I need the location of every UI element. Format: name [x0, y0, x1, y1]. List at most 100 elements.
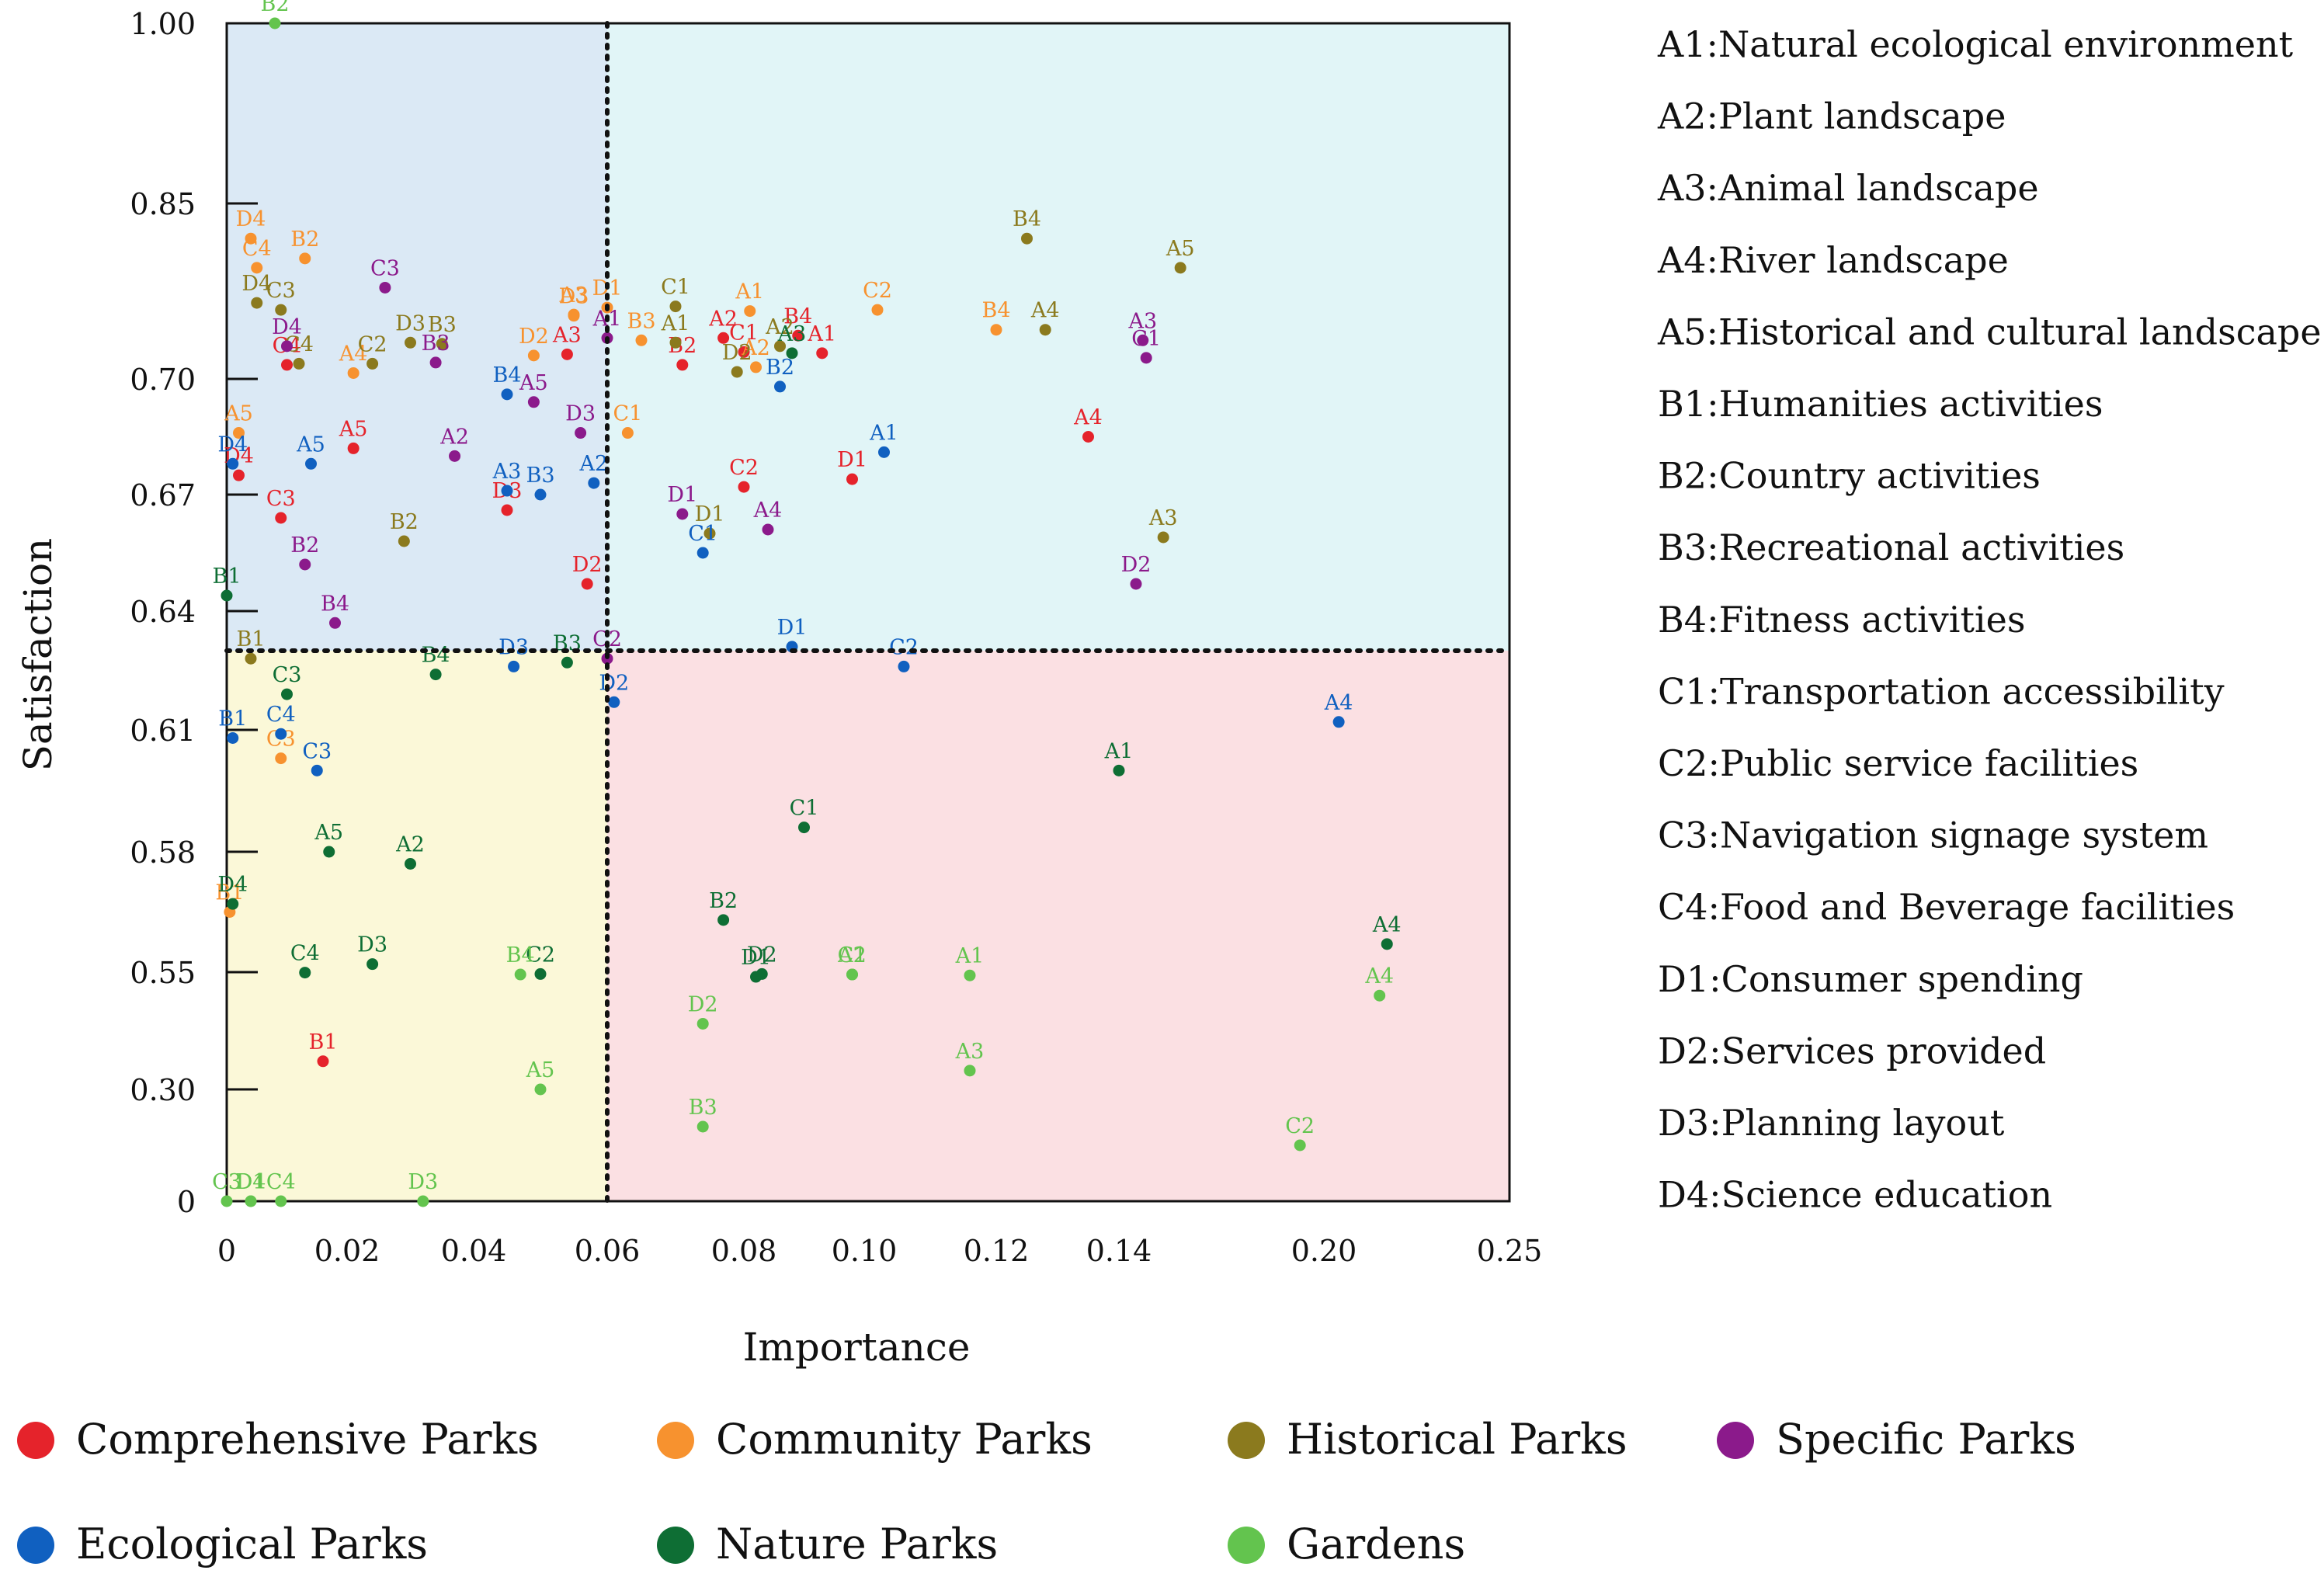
data-point — [1039, 324, 1051, 336]
data-point — [227, 457, 239, 470]
point-label: A4 — [753, 498, 783, 523]
x-tick-label: 0.08 — [711, 1234, 777, 1268]
point-label: B4 — [422, 644, 450, 668]
point-label: A3 — [1127, 309, 1157, 333]
point-label: A5 — [296, 432, 325, 457]
data-point — [792, 329, 804, 342]
data-point — [514, 968, 526, 981]
point-label: B2 — [766, 356, 794, 380]
data-point — [233, 427, 245, 439]
quadrant-backgrounds — [227, 23, 1509, 1201]
x-tick-label: 0.20 — [1291, 1234, 1357, 1268]
data-point — [293, 357, 305, 370]
point-label: A2 — [837, 943, 867, 967]
point-label: D4 — [217, 873, 248, 897]
code-legend-item: B3:Recreational activities — [1658, 526, 2124, 568]
code-legend-item: C4:Food and Beverage facilities — [1658, 886, 2235, 928]
code-legend-item: B2:Country activities — [1658, 455, 2041, 497]
point-label: D3 — [395, 311, 426, 335]
data-point — [534, 488, 547, 501]
point-label: C3 — [273, 663, 302, 687]
code-legend: A1:Natural ecological environment A2:Plan… — [1657, 23, 2322, 1216]
point-label: D4 — [272, 315, 302, 339]
code-legend-item: A4:River landscape — [1657, 239, 2009, 281]
data-point — [774, 380, 786, 393]
code-legend-item: A3:Animal landscape — [1657, 167, 2039, 209]
point-label: B4 — [783, 304, 812, 328]
point-label: D2 — [572, 553, 603, 577]
y-tick-label: 0.67 — [130, 478, 196, 512]
point-label: C4 — [266, 1170, 296, 1194]
point-label: D3 — [408, 1170, 438, 1194]
x-tick-label: 0 — [217, 1234, 236, 1268]
data-point — [669, 336, 682, 349]
point-label: C1 — [1131, 327, 1161, 351]
point-label: B4 — [1013, 207, 1041, 231]
data-point — [405, 858, 416, 870]
point-label: A2 — [741, 336, 770, 360]
point-label: A4 — [1324, 691, 1353, 715]
data-point — [534, 967, 547, 980]
code-legend-item: A5:Historical and cultural landscape — [1657, 311, 2322, 353]
axes: 0 0.30 0.55 0.58 0.61 0.64 0.67 0.70 0.85 1.00 0 0.… — [130, 7, 1542, 1268]
code-legend-item: A1:Natural ecological environment — [1657, 23, 2294, 65]
legend-swatch — [1228, 1527, 1265, 1564]
data-point — [608, 696, 620, 708]
legend-entry: Community Parks — [657, 1415, 1093, 1464]
point-label: C2 — [1285, 1114, 1315, 1138]
point-label: A1 — [955, 944, 985, 968]
point-label: A1 — [735, 280, 764, 304]
data-point — [561, 348, 573, 360]
data-point — [275, 752, 287, 765]
point-label: B4 — [506, 943, 535, 967]
legend-label: Comprehensive Parks — [76, 1415, 539, 1464]
data-point — [697, 1017, 709, 1030]
legend-entry: Ecological Parks — [17, 1520, 428, 1568]
data-point — [281, 688, 293, 700]
point-label: B4 — [321, 592, 349, 616]
data-point — [846, 473, 858, 485]
point-label: A1 — [807, 322, 836, 346]
x-tick-label: 0.06 — [575, 1234, 641, 1268]
data-point — [717, 332, 730, 344]
code-legend-item: D3:Planning layout — [1658, 1102, 2005, 1144]
point-label: B1 — [236, 627, 265, 651]
point-label: D4 — [236, 207, 266, 231]
point-label: A2 — [708, 307, 738, 331]
quadrant-top-right — [607, 23, 1509, 651]
point-label: A3 — [777, 322, 807, 346]
data-point — [366, 357, 379, 370]
y-tick-label: 0.70 — [130, 363, 196, 397]
data-point — [245, 652, 257, 665]
point-label: B2 — [290, 533, 319, 558]
legend-entry: Nature Parks — [657, 1520, 998, 1568]
data-point — [1157, 531, 1169, 544]
data-point — [347, 442, 360, 454]
point-label: B3 — [526, 464, 554, 488]
data-point — [429, 669, 442, 681]
data-point — [305, 457, 317, 470]
code-legend-item: D4:Science education — [1658, 1174, 2052, 1216]
data-point — [436, 338, 448, 350]
point-label: D2 — [599, 671, 629, 695]
point-label: D2 — [722, 341, 752, 365]
data-point — [581, 578, 593, 590]
data-point — [405, 336, 416, 349]
y-tick-label: 0.64 — [130, 595, 196, 629]
data-point — [527, 396, 540, 408]
x-tick-label: 0.02 — [314, 1234, 380, 1268]
point-label: A3 — [1148, 506, 1178, 530]
legend-swatch — [657, 1527, 694, 1564]
point-label: A5 — [526, 1058, 555, 1082]
data-point — [878, 446, 890, 458]
data-point — [774, 340, 786, 353]
data-point — [964, 969, 976, 981]
data-point — [1082, 431, 1094, 443]
code-legend-item: C3:Navigation signage system — [1658, 815, 2208, 856]
data-point — [588, 477, 600, 489]
data-point — [251, 297, 263, 309]
data-point — [275, 512, 287, 524]
